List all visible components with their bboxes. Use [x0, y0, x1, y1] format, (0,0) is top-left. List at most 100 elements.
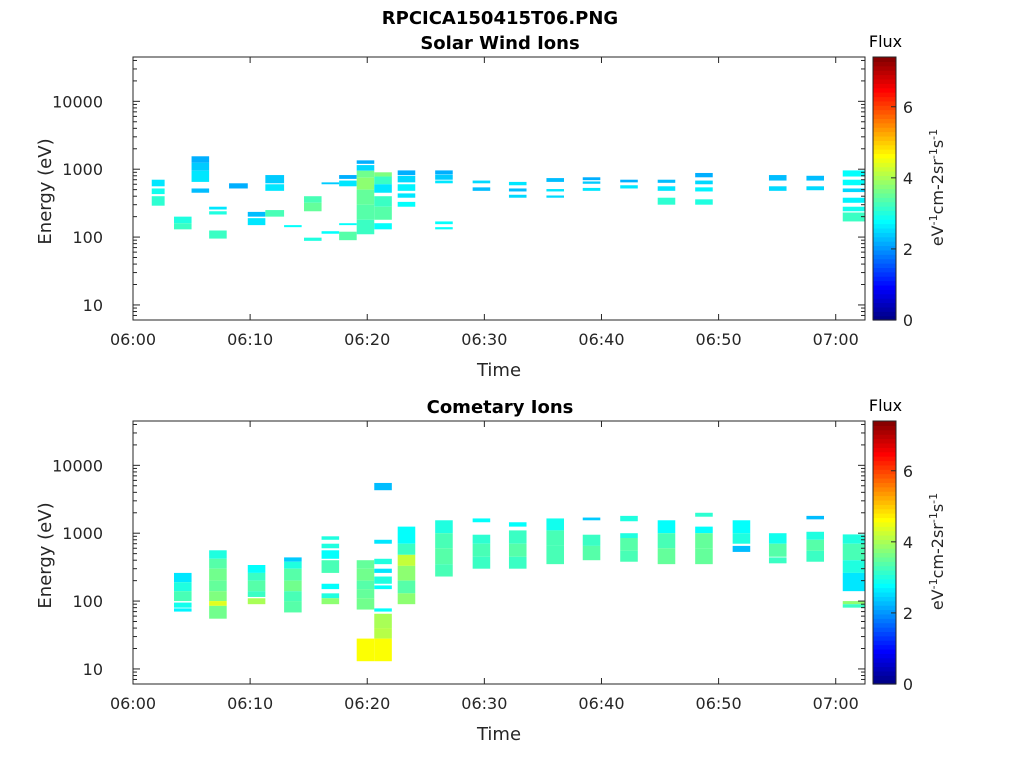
spectrogram-cell [768, 186, 787, 191]
spectrogram-cell [229, 183, 248, 189]
colorbar-swatch [873, 306, 896, 312]
spectrogram-cell [508, 543, 527, 557]
spectrogram-cell [374, 482, 392, 491]
spectrogram-cell [806, 550, 825, 562]
colorbar-swatch [873, 87, 896, 93]
colorbar-swatch [873, 258, 896, 264]
spectrogram-cell [374, 206, 392, 220]
colorbar-swatch [873, 311, 896, 317]
colorbar-swatch [873, 451, 896, 457]
spectrogram-cell [374, 613, 392, 629]
spectrogram-cell [508, 181, 527, 186]
colorbar-swatch [873, 442, 896, 448]
colorbar-swatch [873, 241, 896, 247]
spectrogram-cell [284, 568, 302, 581]
spectrogram-cell [374, 223, 392, 230]
colorbar-swatch [873, 600, 896, 606]
spectrogram-cell [247, 211, 266, 217]
colorbar-swatch [873, 425, 896, 431]
colorbar-swatch [873, 57, 896, 62]
spectrogram-cell [508, 556, 527, 569]
spectrogram-cell [397, 526, 416, 544]
spectrogram-cell [303, 202, 322, 212]
spectrogram-cell [209, 211, 227, 215]
colorbar-title: Flux [869, 396, 902, 415]
colorbar-swatch [873, 491, 896, 497]
spectrogram-cell [768, 557, 787, 564]
colorbar-frame [872, 420, 897, 685]
spectrogram-cell [173, 582, 192, 592]
x-axis: 06:00 06:10 06:20 06:30 06:40 06:50 07:00 [110, 421, 859, 713]
x-axis: 06:00 06:10 06:20 06:30 06:40 06:50 07:00 [110, 57, 859, 349]
colorbar-swatch [873, 289, 896, 295]
y-tick-label: 1000 [62, 524, 103, 543]
x-tick-label: 06:00 [110, 694, 156, 713]
colorbar-label: eV-1cm-2sr-1s-1 [927, 129, 948, 246]
spectrogram-cell [247, 218, 266, 226]
spectrogram-cells [173, 482, 865, 662]
colorbar-swatch [873, 565, 896, 571]
colorbar-swatch [873, 214, 896, 220]
colorbar-swatch [873, 118, 896, 124]
spectrogram-cell [435, 564, 453, 577]
colorbar-swatch [873, 504, 896, 510]
spectrogram-cell [173, 216, 192, 224]
plot-frame [132, 56, 866, 321]
panel-title: Solar Wind Ions [420, 33, 579, 54]
colorbar-swatch [873, 236, 896, 242]
colorbar-swatch [873, 78, 896, 84]
colorbar-tick-label: 4 [903, 169, 913, 188]
colorbar-swatch [873, 210, 896, 216]
colorbar-swatch [873, 109, 896, 115]
colorbar-swatch [873, 144, 896, 150]
colorbar-swatch [873, 271, 896, 277]
spectrogram-cell [356, 580, 375, 590]
colorbar-swatch [873, 429, 896, 435]
spectrogram-cell [546, 518, 565, 531]
colorbar-swatch [873, 556, 896, 562]
colorbar-swatch [873, 469, 896, 475]
spectrogram-cell [508, 188, 527, 192]
colorbar-swatch [873, 100, 896, 106]
spectrogram-cell [657, 520, 676, 534]
spectrogram-cell [356, 189, 375, 205]
spectrogram-cell [374, 585, 392, 590]
spectrogram-cell [356, 568, 375, 581]
colorbar-swatch [873, 153, 896, 159]
spectrogram-cell [842, 560, 865, 573]
spectrogram-cell [356, 165, 375, 171]
y-tick-label: 10 [83, 296, 103, 315]
colorbar-swatch [873, 61, 896, 67]
colorbar-swatch [873, 543, 896, 549]
spectrogram-cell [151, 188, 165, 195]
spectrogram-cell [339, 175, 357, 179]
colorbar-swatch [873, 653, 896, 659]
spectrogram-cell [209, 558, 227, 569]
colorbar-swatch [873, 578, 896, 584]
colorbar-swatch [873, 162, 896, 168]
colorbar-swatch [873, 192, 896, 198]
spectrogram-cell [806, 539, 825, 551]
spectrogram-cell [374, 558, 392, 565]
spectrogram-cell [732, 533, 751, 544]
colorbar-swatch [873, 499, 896, 505]
spectrogram-cell [356, 170, 375, 178]
colorbar-swatch [873, 482, 896, 488]
spectrogram-cell [284, 225, 302, 228]
colorbar-swatch [873, 223, 896, 229]
colorbar-swatch [873, 254, 896, 260]
y-axis-label: Energy (eV) [35, 502, 56, 608]
spectrogram-cell [695, 533, 713, 549]
x-tick-label: 06:30 [461, 694, 507, 713]
colorbar-swatch [873, 670, 896, 676]
colorbar-swatch [873, 561, 896, 567]
spectrogram-cell [173, 608, 192, 612]
spectrogram-cell [695, 180, 713, 185]
colorbar-swatch [873, 662, 896, 668]
spectrogram-cell [191, 162, 210, 171]
spectrogram-cell [435, 170, 453, 175]
colorbar-swatch [873, 679, 896, 685]
spectrogram-cell [209, 580, 227, 592]
colorbar-swatch [873, 434, 896, 440]
spectrogram-cell [321, 543, 340, 549]
